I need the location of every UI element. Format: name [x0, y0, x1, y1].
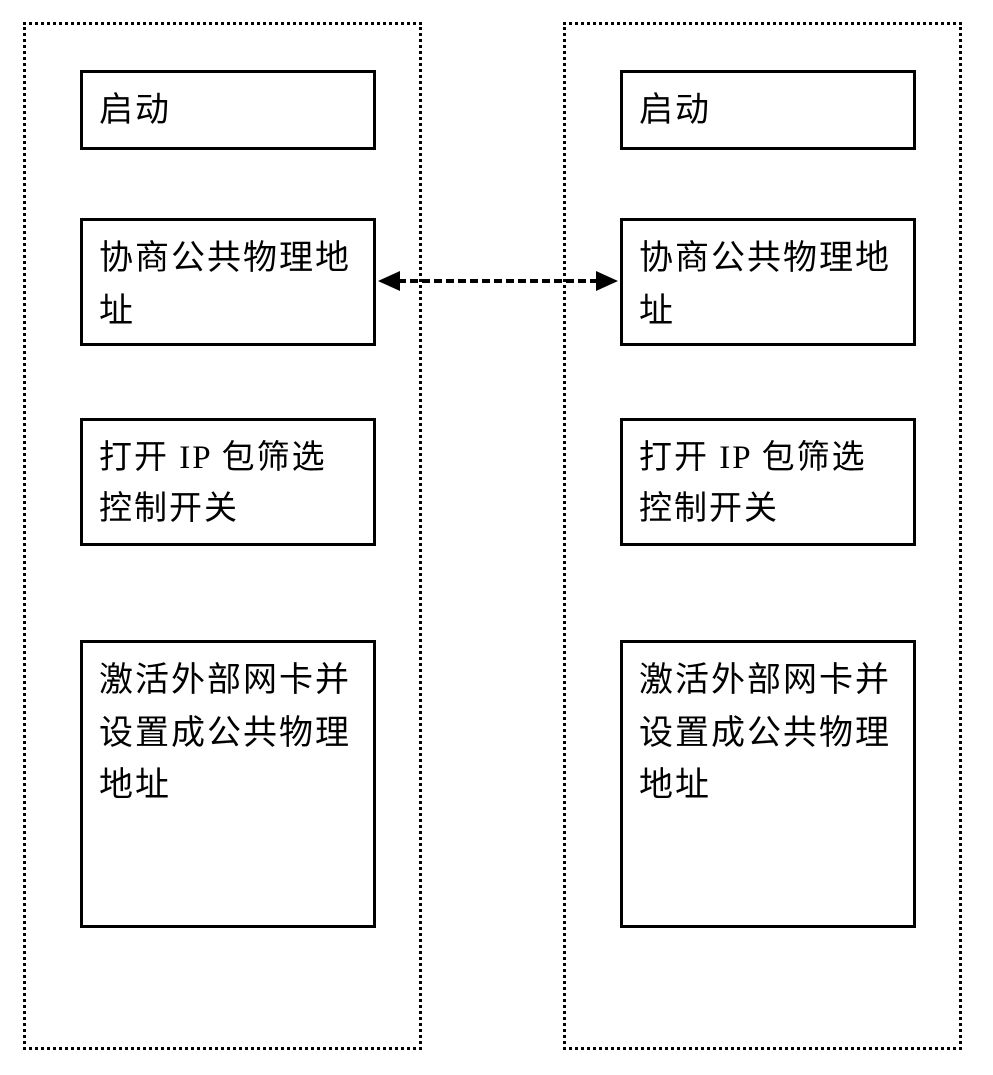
- box-left-start-label: 启动: [99, 85, 171, 138]
- arrow-connector: [398, 279, 598, 283]
- box-left-activate-label: 激活外部网卡并设置成公共物理地址: [99, 655, 357, 813]
- box-left-negotiate: 协商公共物理地址: [80, 218, 376, 346]
- box-right-activate: 激活外部网卡并设置成公共物理地址: [620, 640, 916, 928]
- box-left-ipfilter-label: 打开 IP 包筛选控制开关: [99, 433, 357, 535]
- box-right-negotiate-label: 协商公共物理地址: [639, 233, 897, 338]
- box-right-start: 启动: [620, 70, 916, 150]
- arrow-head-left-icon: [378, 271, 400, 291]
- box-left-activate: 激活外部网卡并设置成公共物理地址: [80, 640, 376, 928]
- box-right-activate-label: 激活外部网卡并设置成公共物理地址: [639, 655, 897, 813]
- box-left-ipfilter: 打开 IP 包筛选控制开关: [80, 418, 376, 546]
- box-right-negotiate: 协商公共物理地址: [620, 218, 916, 346]
- arrow-head-right-icon: [596, 271, 618, 291]
- box-left-negotiate-label: 协商公共物理地址: [99, 233, 357, 338]
- box-right-ipfilter: 打开 IP 包筛选控制开关: [620, 418, 916, 546]
- box-right-ipfilter-label: 打开 IP 包筛选控制开关: [639, 433, 897, 535]
- box-left-start: 启动: [80, 70, 376, 150]
- box-right-start-label: 启动: [639, 85, 711, 138]
